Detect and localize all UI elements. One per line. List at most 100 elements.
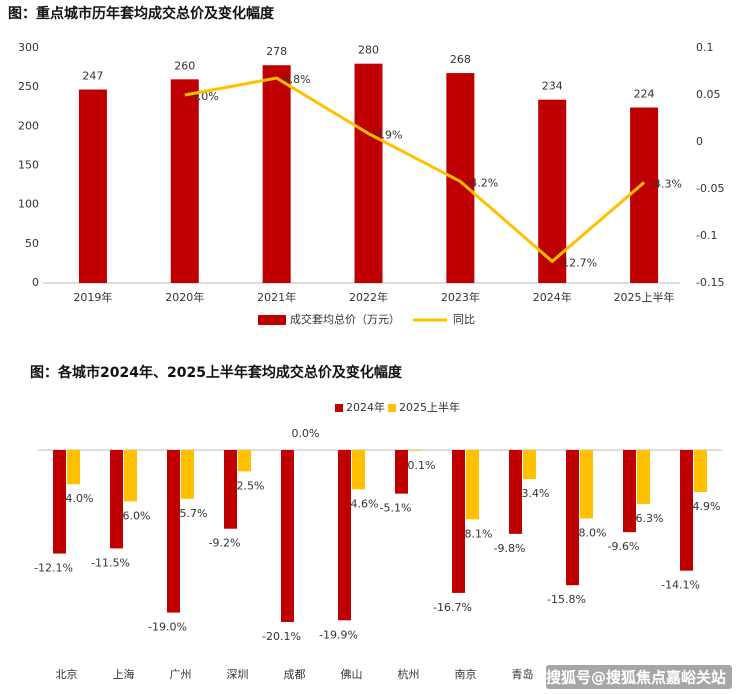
- bar: [466, 450, 479, 520]
- bar: [566, 450, 579, 586]
- data-label: -9.6%: [608, 540, 640, 553]
- data-label: -19.0%: [148, 621, 187, 634]
- bar: [630, 107, 659, 284]
- data-label: -12.1%: [34, 562, 73, 575]
- bar: [680, 450, 693, 571]
- data-label: -9.8%: [494, 542, 526, 555]
- bar: [352, 450, 365, 490]
- legend-swatch: [258, 315, 286, 325]
- x-tick-label: 2020年: [165, 290, 204, 304]
- data-label: -4.3%: [650, 177, 682, 190]
- legend-label: 同比: [453, 313, 475, 326]
- y-tick-label: 50: [25, 237, 39, 250]
- bar: [338, 450, 351, 621]
- data-label: 224: [634, 88, 655, 101]
- data-label: -4.9%: [689, 500, 721, 513]
- y2-tick-label: -0.1: [696, 229, 717, 242]
- data-label: -2.5%: [233, 479, 265, 492]
- x-tick-label: 北京: [56, 667, 78, 681]
- data-label: -20.1%: [262, 630, 301, 643]
- bar: [181, 450, 194, 499]
- x-tick-label: 南京: [455, 667, 477, 681]
- y2-tick-label: -0.05: [696, 182, 724, 195]
- data-label: -4.2%: [466, 176, 498, 189]
- data-label: 280: [358, 44, 379, 57]
- data-label: 0.9%: [375, 129, 403, 142]
- x-tick-label: 佛山: [341, 668, 363, 681]
- watermark-bg: [546, 665, 732, 689]
- data-label: -16.7%: [433, 601, 472, 614]
- data-label: 234: [542, 80, 563, 93]
- data-label: 260: [174, 59, 195, 72]
- data-label: 6.8%: [283, 73, 311, 86]
- bar: [580, 450, 593, 519]
- data-label: -9.2%: [209, 537, 241, 550]
- bar: [110, 450, 123, 549]
- bar: [409, 450, 422, 451]
- bar: [281, 450, 294, 622]
- data-label: -8.1%: [461, 527, 493, 540]
- data-label: -5.1%: [380, 502, 412, 515]
- bar: [167, 450, 180, 613]
- x-tick-label: 成都: [284, 668, 306, 681]
- data-label: -8.0%: [575, 526, 607, 539]
- bar: [694, 450, 707, 492]
- bar: [262, 65, 291, 283]
- y2-tick-label: 0.1: [696, 41, 714, 54]
- y2-tick-label: -0.15: [696, 276, 724, 289]
- x-tick-label: 广州: [170, 668, 192, 681]
- bar: [67, 450, 80, 485]
- y-tick-label: 250: [18, 80, 39, 93]
- x-tick-label: 2023年: [441, 290, 480, 304]
- chart-title: 图：各城市2024年、2025上半年套均成交总价及变化幅度: [30, 364, 403, 381]
- data-label: -11.5%: [91, 556, 130, 569]
- line: [184, 76, 646, 264]
- bar: [238, 450, 251, 472]
- chart-title: 图：重点城市历年套均成交总价及变化幅度: [8, 5, 275, 22]
- bar: [124, 450, 137, 502]
- bar: [170, 79, 199, 283]
- legend-label: 成交套均总价（万元）: [290, 312, 400, 326]
- legend-label: 2024年: [346, 400, 385, 414]
- bar: [523, 450, 536, 480]
- bar: [452, 450, 465, 593]
- x-tick-label: 深圳: [227, 668, 249, 681]
- legend-swatch: [335, 404, 343, 412]
- y2-tick-label: 0.05: [696, 88, 721, 101]
- x-tick-label: 杭州: [398, 667, 420, 681]
- x-tick-label: 2022年: [349, 290, 388, 304]
- y-tick-label: 300: [18, 41, 39, 54]
- data-label: 247: [82, 70, 103, 83]
- data-label: -0.1%: [404, 459, 436, 472]
- y-tick-label: 200: [18, 119, 39, 132]
- data-label: -3.4%: [518, 487, 550, 500]
- x-tick-label: 青岛: [512, 667, 534, 681]
- data-label: -4.6%: [347, 497, 379, 510]
- bar: [53, 450, 66, 554]
- data-label: 0.0%: [292, 427, 320, 440]
- data-label: -15.8%: [547, 593, 586, 606]
- data-label: 278: [266, 45, 287, 58]
- bar: [623, 450, 636, 533]
- bar: [509, 450, 522, 534]
- data-label: -19.9%: [319, 628, 358, 641]
- y-tick-label: 150: [18, 159, 39, 172]
- y2-tick-label: 0: [696, 135, 703, 148]
- bar: [354, 63, 383, 283]
- data-label: -6.0%: [119, 509, 151, 522]
- bar: [78, 89, 107, 284]
- bar: [637, 450, 650, 504]
- data-label: -4.0%: [62, 492, 94, 505]
- x-tick-label: 2024年: [533, 290, 572, 304]
- x-tick-label: 2025上半年: [614, 290, 675, 304]
- x-tick-label: 2021年: [257, 290, 296, 304]
- y-tick-label: 100: [18, 198, 39, 211]
- x-tick-label: 上海: [113, 667, 135, 681]
- data-label: -5.7%: [176, 507, 208, 520]
- bar: [224, 450, 237, 529]
- x-tick-label: 2019年: [73, 290, 112, 304]
- data-label: 268: [450, 53, 471, 66]
- watermark: 搜狐号@搜狐焦点嘉峪关站: [546, 669, 726, 687]
- data-label: -6.3%: [632, 512, 664, 525]
